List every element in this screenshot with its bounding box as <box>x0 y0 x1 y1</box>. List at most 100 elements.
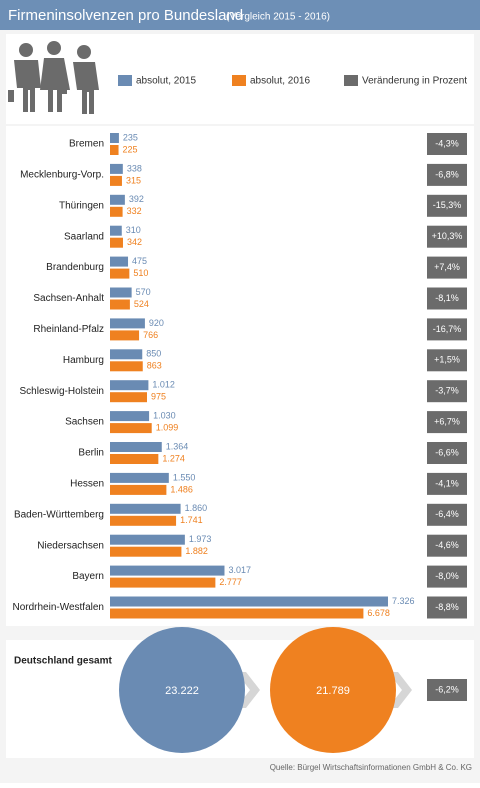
change-box <box>427 256 467 279</box>
bar <box>110 299 130 310</box>
bar <box>110 565 225 576</box>
value-label: 975 <box>151 392 166 402</box>
change-label: -16,7% <box>433 324 462 334</box>
value-label: 1.486 <box>170 484 193 494</box>
category-label: Brandenburg <box>46 262 104 273</box>
value-label: 3.017 <box>228 565 251 575</box>
value-label: 7.326 <box>392 596 415 606</box>
value-label: 1.550 <box>173 472 196 482</box>
header-bar <box>0 0 480 30</box>
change-label: -8,8% <box>435 602 459 612</box>
bar <box>110 194 125 205</box>
bar <box>110 484 167 495</box>
bar <box>110 380 149 391</box>
legend-swatch <box>118 75 132 86</box>
change-label: -6,4% <box>435 509 459 519</box>
value-label: 2.777 <box>219 577 242 587</box>
chart-subtitle: (Vergleich 2015 - 2016) <box>226 12 330 23</box>
people-icon <box>8 41 99 114</box>
change-label: -8,1% <box>435 293 459 303</box>
change-box <box>427 411 467 434</box>
total-value: 21.789 <box>316 685 350 697</box>
value-label: 920 <box>149 318 164 328</box>
change-label: +6,7% <box>434 416 460 426</box>
change-box <box>427 534 467 557</box>
change-box <box>427 133 467 155</box>
change-box <box>427 679 467 701</box>
bar <box>110 237 123 248</box>
value-label: 524 <box>134 299 149 309</box>
bar <box>110 145 119 155</box>
total-circle <box>270 627 396 753</box>
change-box <box>427 287 467 310</box>
change-box <box>427 565 467 588</box>
category-label: Sachsen-Anhalt <box>33 293 104 304</box>
bar <box>110 534 185 545</box>
value-label: 1.973 <box>189 534 212 544</box>
category-label: Baden-Württemberg <box>14 509 104 520</box>
change-label: -4,6% <box>435 540 459 550</box>
value-label: 342 <box>127 237 142 247</box>
category-label: Hessen <box>70 479 104 490</box>
bar <box>110 392 147 403</box>
value-label: 6.678 <box>367 608 390 618</box>
bar <box>110 349 143 360</box>
legend-swatch <box>344 75 358 86</box>
value-label: 1.030 <box>153 410 176 420</box>
bar <box>110 515 177 526</box>
bar <box>110 411 150 422</box>
change-label: +7,4% <box>434 262 460 272</box>
change-box <box>427 442 467 464</box>
chart-title: Firmeninsolvenzen pro Bundesland <box>8 7 243 24</box>
bar <box>110 442 162 452</box>
bar <box>110 608 364 619</box>
change-label: -8,0% <box>435 571 459 581</box>
bar <box>110 268 130 279</box>
category-label: Rheinland-Pfalz <box>33 324 104 335</box>
change-label: -6,6% <box>435 447 459 457</box>
change-label: +10,3% <box>432 231 463 241</box>
bars-panel <box>6 126 474 626</box>
change-label: -15,3% <box>433 200 462 210</box>
change-box <box>427 225 467 248</box>
arrow <box>388 672 412 708</box>
category-label: Mecklenburg-Vorp. <box>20 170 104 181</box>
bar <box>110 454 159 464</box>
value-label: 1.860 <box>185 503 208 513</box>
change-box <box>427 318 467 341</box>
change-box <box>427 503 467 526</box>
category-label: Berlin <box>78 448 104 459</box>
value-label: 570 <box>136 287 151 297</box>
change-box <box>427 472 467 495</box>
legend-swatch <box>232 75 246 86</box>
bar <box>110 596 388 607</box>
change-box <box>427 596 467 619</box>
category-label: Nordrhein-Westfalen <box>12 602 104 613</box>
total-circle <box>119 627 245 753</box>
value-label: 1.274 <box>162 453 185 463</box>
value-label: 310 <box>126 225 141 235</box>
category-label: Niedersachsen <box>37 540 104 551</box>
value-label: 392 <box>129 194 144 204</box>
value-label: 235 <box>123 132 138 142</box>
value-label: 1.012 <box>152 380 175 390</box>
source: Quelle: Bürgel Wirtschaftsinformationen … <box>270 763 472 772</box>
legend-label: Veränderung in Prozent <box>362 76 467 87</box>
value-label: 315 <box>126 175 141 185</box>
value-label: 1.882 <box>185 546 208 556</box>
bar <box>110 577 216 588</box>
value-label: 475 <box>132 256 147 266</box>
change-box <box>427 163 467 186</box>
category-label: Thüringen <box>59 200 104 211</box>
change-label: -6,2% <box>435 684 459 694</box>
bar <box>110 546 182 557</box>
legend-label: absolut, 2015 <box>136 76 196 87</box>
change-box <box>427 349 467 372</box>
total-label: Deutschland gesamt <box>14 656 112 667</box>
arrow <box>236 672 260 708</box>
bar <box>110 256 129 267</box>
total-value: 23.222 <box>165 685 199 697</box>
bar <box>110 361 143 372</box>
bar <box>110 225 122 236</box>
